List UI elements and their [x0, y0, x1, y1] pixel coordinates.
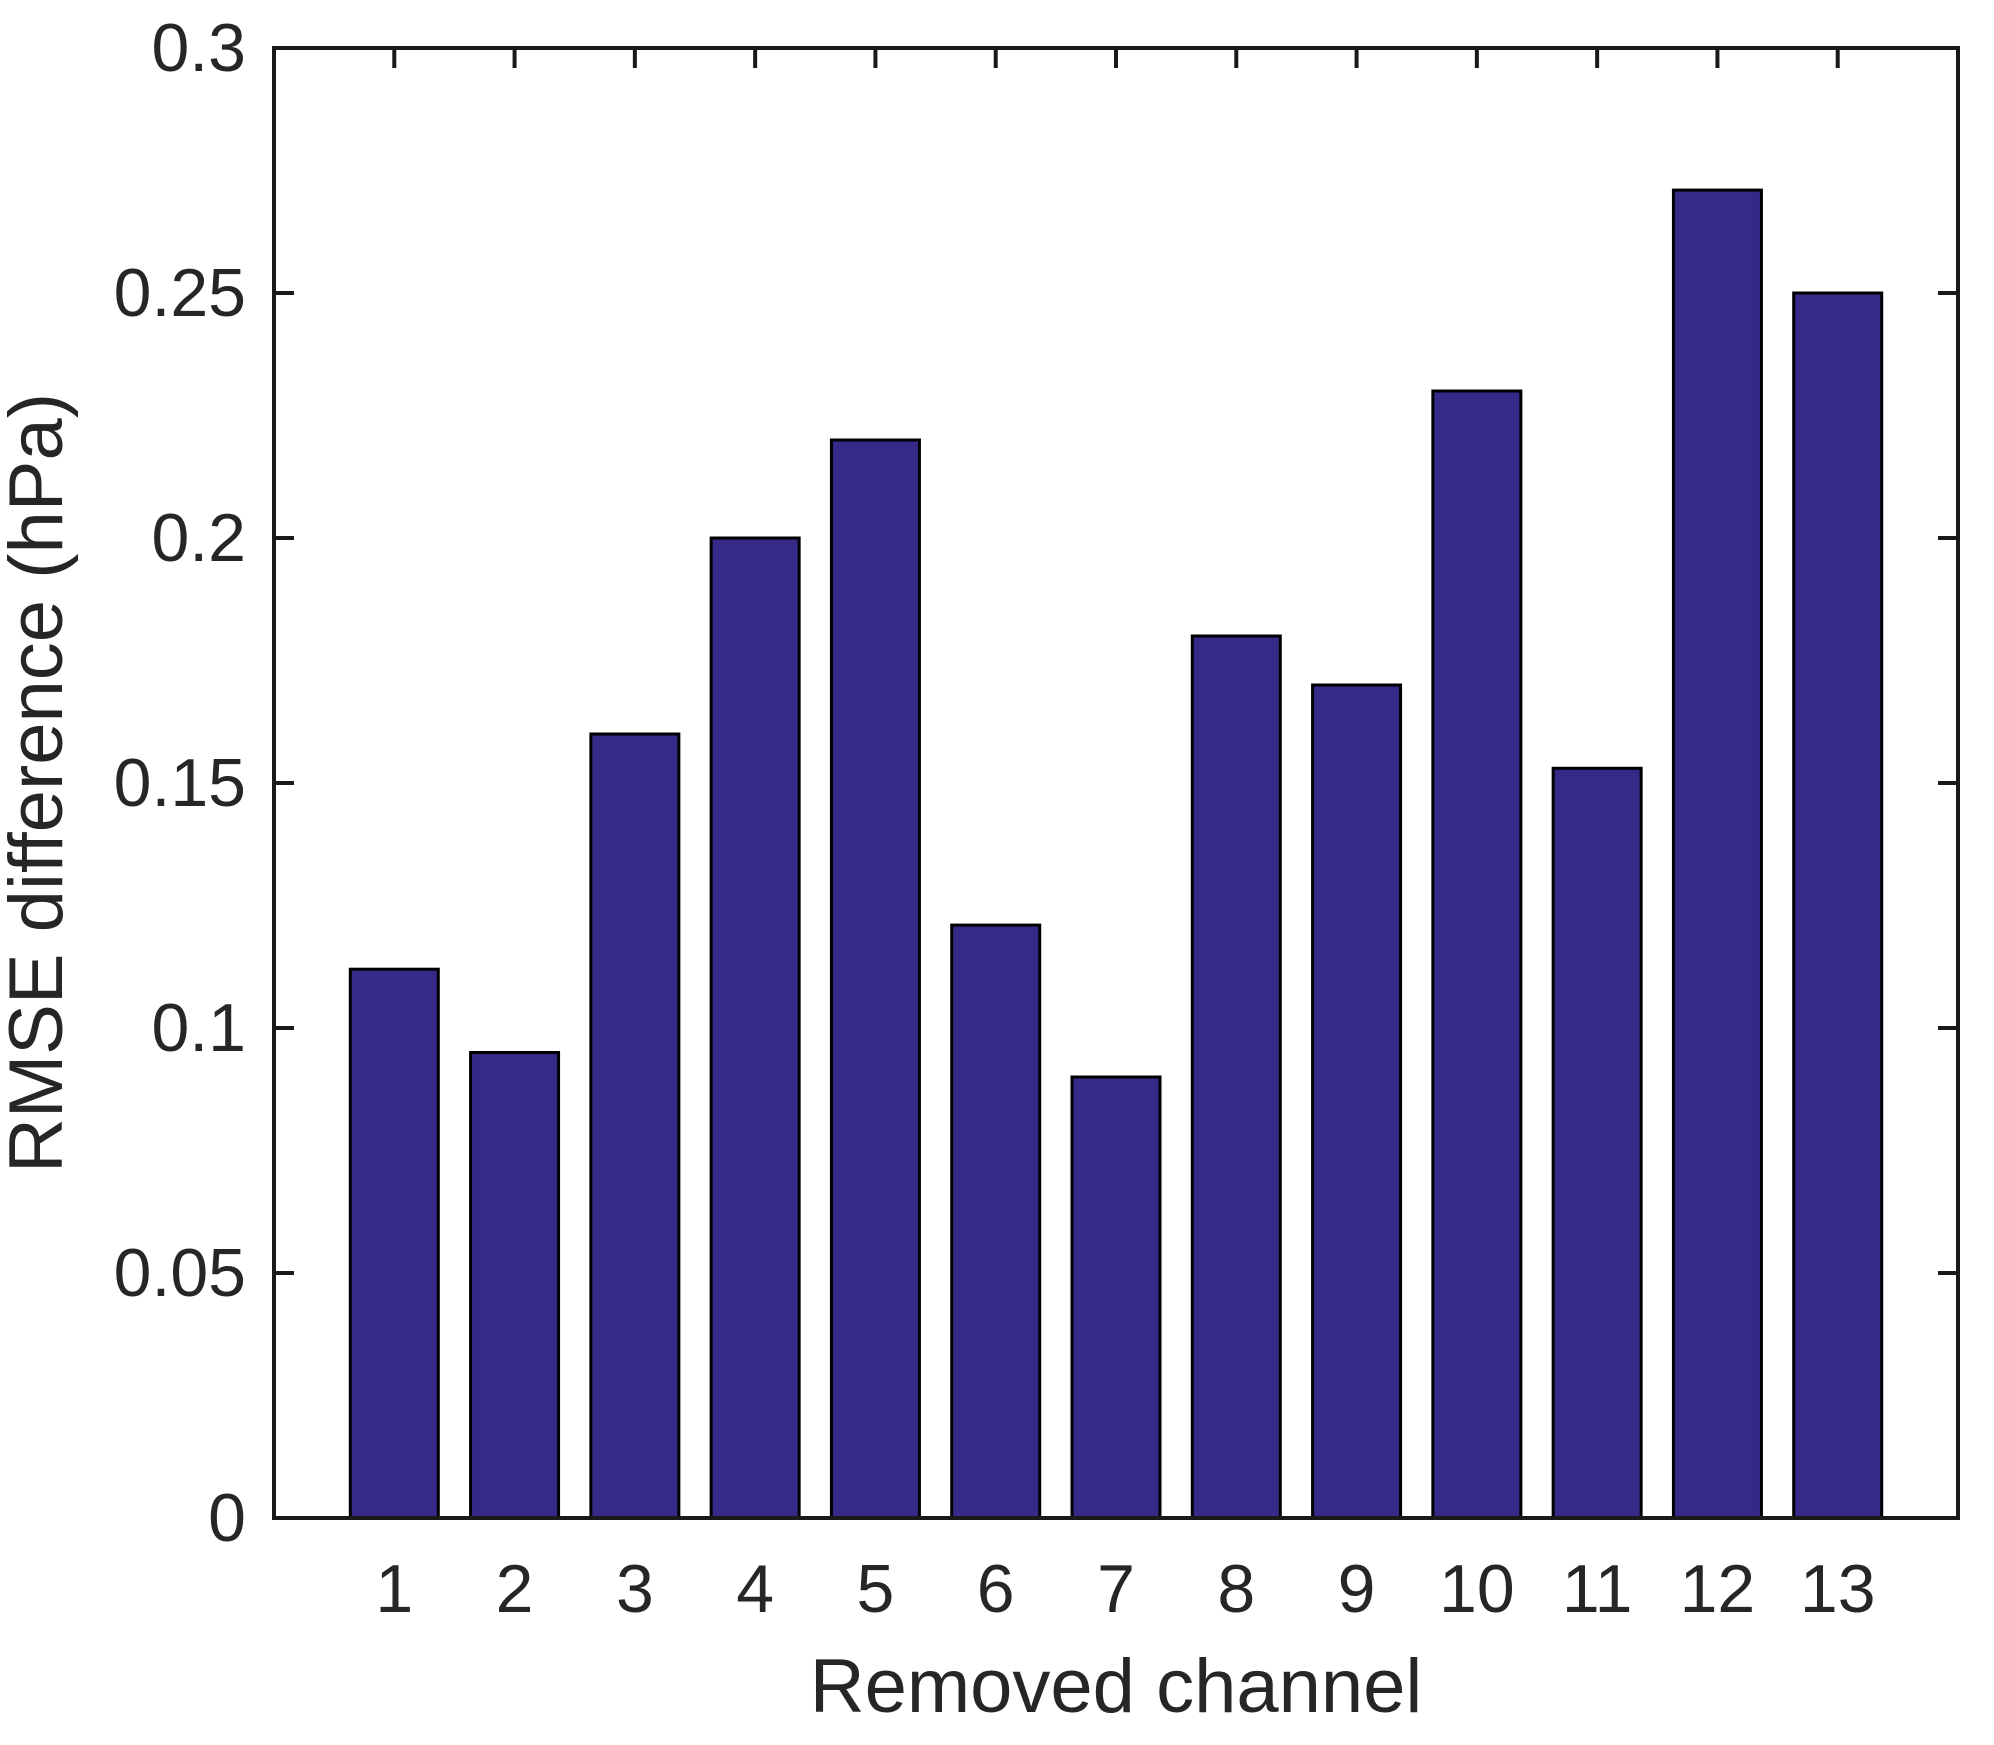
x-tick-label: 10	[1439, 1551, 1515, 1627]
x-tick-label: 6	[977, 1551, 1015, 1627]
tick-labels: 00.050.10.150.20.250.31 2 3 4 5 6 7 8 9 10 11 12 13	[114, 10, 1876, 1627]
bar	[1311, 683, 1403, 1520]
bar	[1551, 766, 1643, 1520]
y-tick-label: 0.3	[151, 10, 246, 86]
x-tick-label: 2	[496, 1551, 534, 1627]
bar	[1431, 389, 1523, 1520]
x-tick-label: 11	[1562, 1551, 1633, 1627]
x-tick-label: 4	[736, 1551, 774, 1627]
x-tick-label: 8	[1217, 1551, 1255, 1627]
bar	[1792, 291, 1884, 1520]
bar	[589, 732, 681, 1520]
axes-border	[272, 46, 1960, 1520]
y-tick-label: 0.15	[114, 745, 246, 821]
bar	[1671, 188, 1763, 1520]
y-tick-label: 0.1	[151, 990, 246, 1066]
bar	[950, 923, 1042, 1520]
x-tick-label: 5	[857, 1551, 895, 1627]
bars	[348, 188, 1884, 1520]
x-tick-label: 7	[1097, 1551, 1135, 1627]
axes-box	[272, 46, 1960, 1520]
bar	[709, 536, 801, 1520]
y-tick-label: 0.25	[114, 255, 246, 331]
bar	[348, 967, 440, 1520]
x-axis-label: Removed channel	[810, 1644, 1423, 1729]
y-tick-label: 0	[208, 1480, 246, 1556]
x-tick-label: 13	[1800, 1551, 1876, 1627]
y-tick-label: 0.2	[151, 500, 246, 576]
bar	[1070, 1075, 1162, 1520]
y-tick-label: 0.05	[114, 1235, 246, 1311]
x-tick-label: 9	[1338, 1551, 1376, 1627]
x-tick-label: 12	[1680, 1551, 1756, 1627]
bar	[469, 1051, 561, 1520]
bar	[829, 438, 921, 1520]
bar	[1190, 634, 1282, 1520]
y-axis-label: RMSE difference (hPa)	[0, 393, 79, 1173]
x-tick-label: 3	[616, 1551, 654, 1627]
x-tick-label: 1	[375, 1551, 413, 1627]
